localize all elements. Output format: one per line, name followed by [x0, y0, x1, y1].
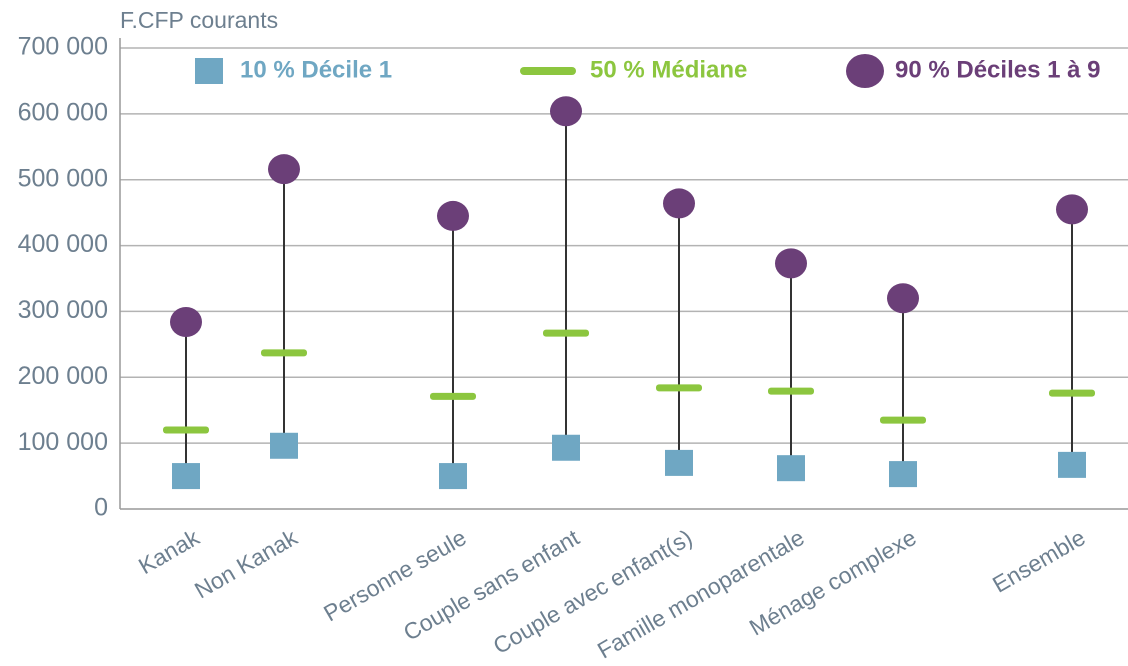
decile-1-marker: [270, 432, 298, 459]
y-tick-label: 200 000: [18, 362, 108, 390]
decile-1-marker: [889, 461, 917, 488]
legend-marker: [195, 58, 223, 84]
median-marker: [261, 349, 307, 357]
legend-label: 50 % Médiane: [590, 56, 747, 83]
y-tick-label: 500 000: [18, 164, 108, 192]
median-marker: [430, 392, 476, 400]
median-marker: [768, 387, 814, 395]
decile-1-marker: [552, 434, 580, 461]
median-marker: [1049, 389, 1095, 397]
legend-marker: [846, 54, 884, 88]
median-marker: [880, 416, 926, 424]
decile-9-marker: [550, 96, 582, 127]
median-marker: [543, 329, 589, 337]
decile-9-marker: [170, 306, 202, 337]
y-axis-label: F.CFP courants: [120, 7, 278, 33]
y-tick-label: 300 000: [18, 296, 108, 324]
x-tick-label: Non Kanak: [190, 524, 302, 604]
decile-1-marker: [665, 449, 693, 476]
decile-1-marker: [1058, 451, 1086, 478]
x-tick-label: Couple avec enfant(s): [489, 524, 697, 659]
decile-9-marker: [268, 154, 300, 185]
y-tick-label: 700 000: [18, 33, 108, 61]
legend-label: 90 % Déciles 1 à 9: [895, 56, 1100, 83]
y-tick-label: 600 000: [18, 98, 108, 126]
x-tick-label: Famille monoparentale: [593, 524, 809, 663]
median-marker: [656, 384, 702, 392]
decile-1-marker: [777, 455, 805, 482]
y-tick-label: 100 000: [18, 428, 108, 456]
x-tick-label: Kanak: [134, 524, 204, 579]
decile-9-marker: [663, 188, 695, 219]
decile-9-marker: [775, 248, 807, 279]
legend-marker: [520, 67, 576, 75]
y-tick-label: 0: [94, 494, 108, 522]
y-tick-label: 400 000: [18, 230, 108, 258]
legend-label: 10 % Décile 1: [240, 56, 392, 83]
decile-9-marker: [887, 283, 919, 314]
median-marker: [163, 426, 209, 434]
x-tick-label: Ensemble: [988, 524, 1090, 598]
decile-1-marker: [439, 463, 467, 490]
decile-1-marker: [172, 463, 200, 490]
decile-9-marker: [1056, 194, 1088, 225]
decile-9-marker: [437, 200, 469, 231]
